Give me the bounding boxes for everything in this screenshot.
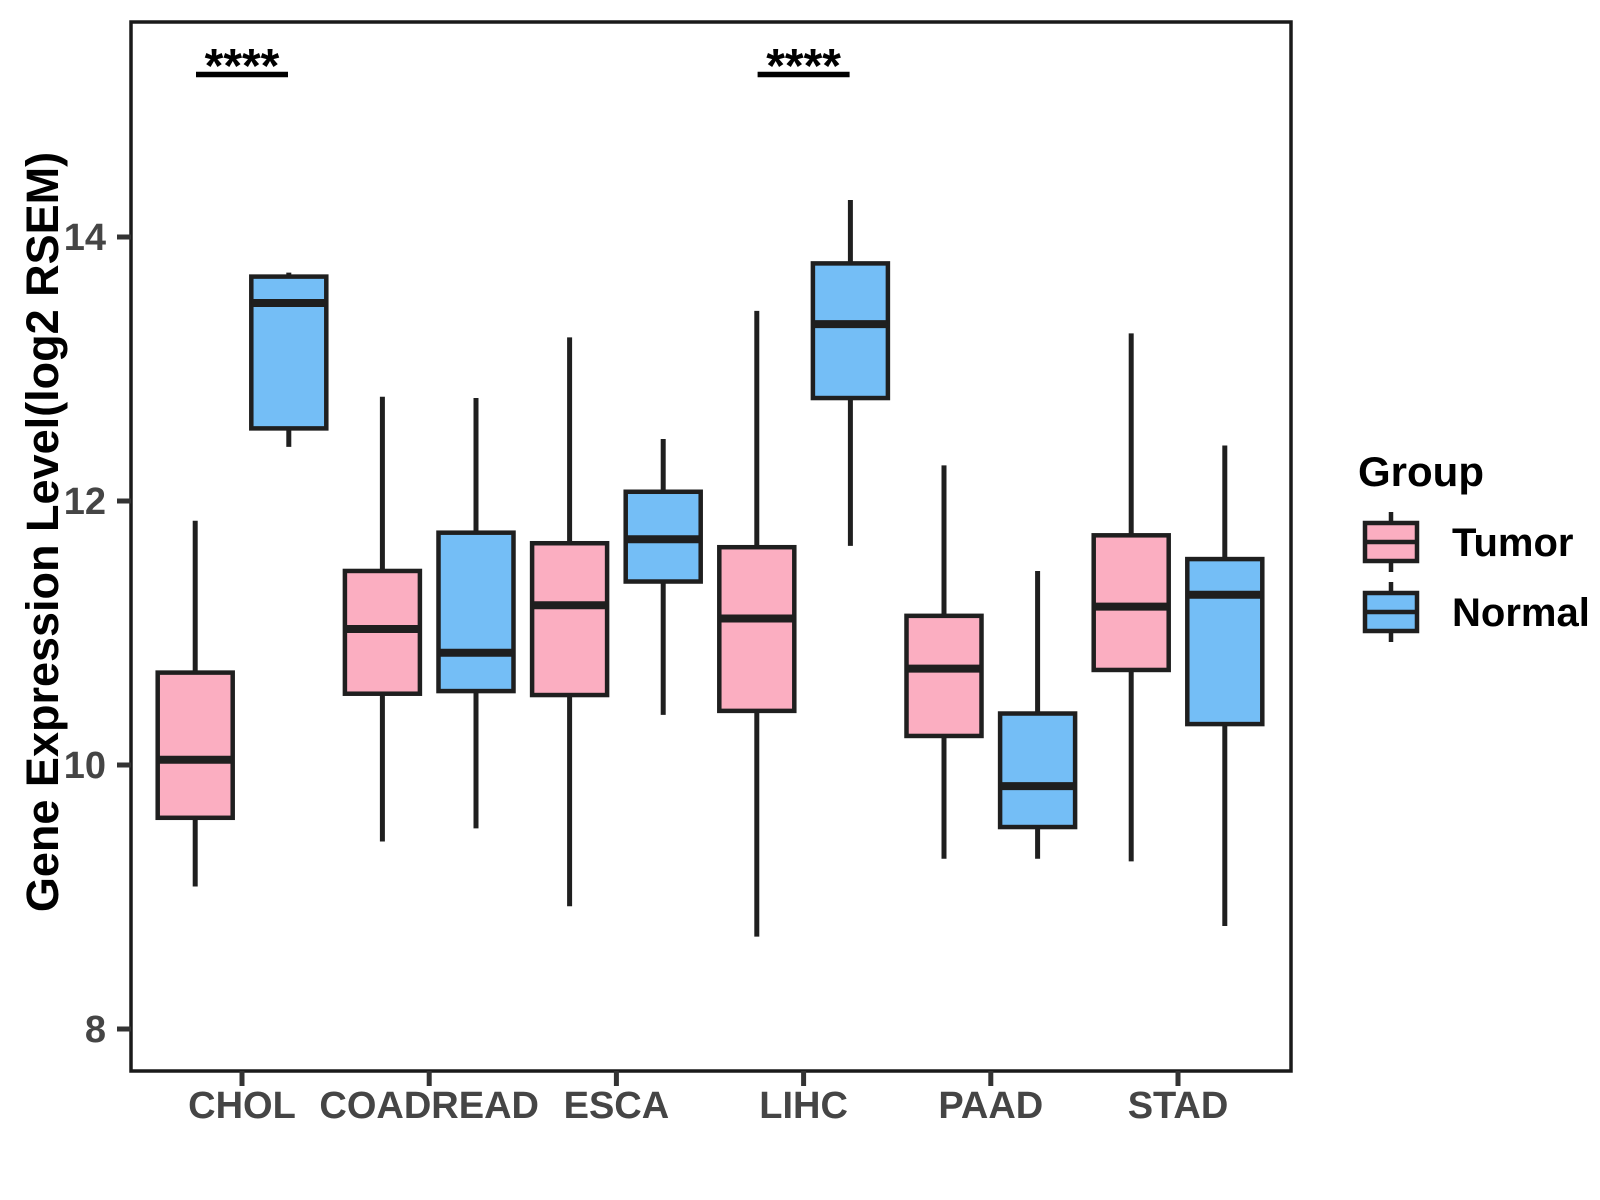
legend-item-normal: Normal (1362, 582, 1590, 642)
box-LIHC-Normal (810, 200, 891, 546)
x-axis-label-PAAD: PAAD (938, 1085, 1043, 1127)
significance-stars-LIHC: **** (766, 40, 841, 93)
box-COADREAD-Tumor (342, 396, 423, 842)
iqr-box (810, 261, 891, 401)
legend-item-tumor: Tumor (1362, 512, 1573, 572)
iqr-box (997, 711, 1078, 830)
box-STAD-Tumor (1091, 333, 1171, 862)
iqr-box (904, 613, 984, 739)
box-STAD-Normal (1185, 445, 1265, 927)
y-tick-label: 8 (85, 1009, 106, 1051)
box-CHOL-Tumor (155, 520, 235, 887)
x-axis-label-ESCA: ESCA (564, 1085, 670, 1127)
iqr-box (436, 530, 516, 694)
iqr-box (155, 670, 235, 821)
y-tick-label: 12 (64, 481, 106, 523)
y-axis-title: Gene Expression Level(log2 RSEM) (17, 152, 68, 912)
box-COADREAD-Normal (436, 398, 516, 829)
x-axis-label-COADREAD: COADREAD (319, 1085, 539, 1127)
legend-label-tumor: Tumor (1452, 521, 1573, 565)
legend-label-normal: Normal (1452, 591, 1590, 635)
box-ESCA-Tumor (529, 337, 610, 907)
x-axis-label-STAD: STAD (1128, 1085, 1229, 1127)
x-axis-label-LIHC: LIHC (759, 1085, 848, 1127)
y-tick-label: 10 (64, 745, 106, 787)
x-axis-label-CHOL: CHOL (188, 1085, 296, 1127)
box-PAAD-Normal (997, 570, 1078, 859)
box-LIHC-Tumor (717, 310, 797, 937)
iqr-box (717, 544, 797, 714)
iqr-box (529, 540, 610, 698)
box-PAAD-Tumor (904, 465, 984, 859)
legend-title: Group (1358, 448, 1484, 495)
box-ESCA-Normal (623, 438, 703, 715)
significance-stars-CHOL: **** (205, 40, 280, 93)
y-tick-label: 14 (64, 217, 106, 259)
iqr-box (1185, 556, 1265, 727)
box-CHOL-Normal (249, 272, 329, 447)
